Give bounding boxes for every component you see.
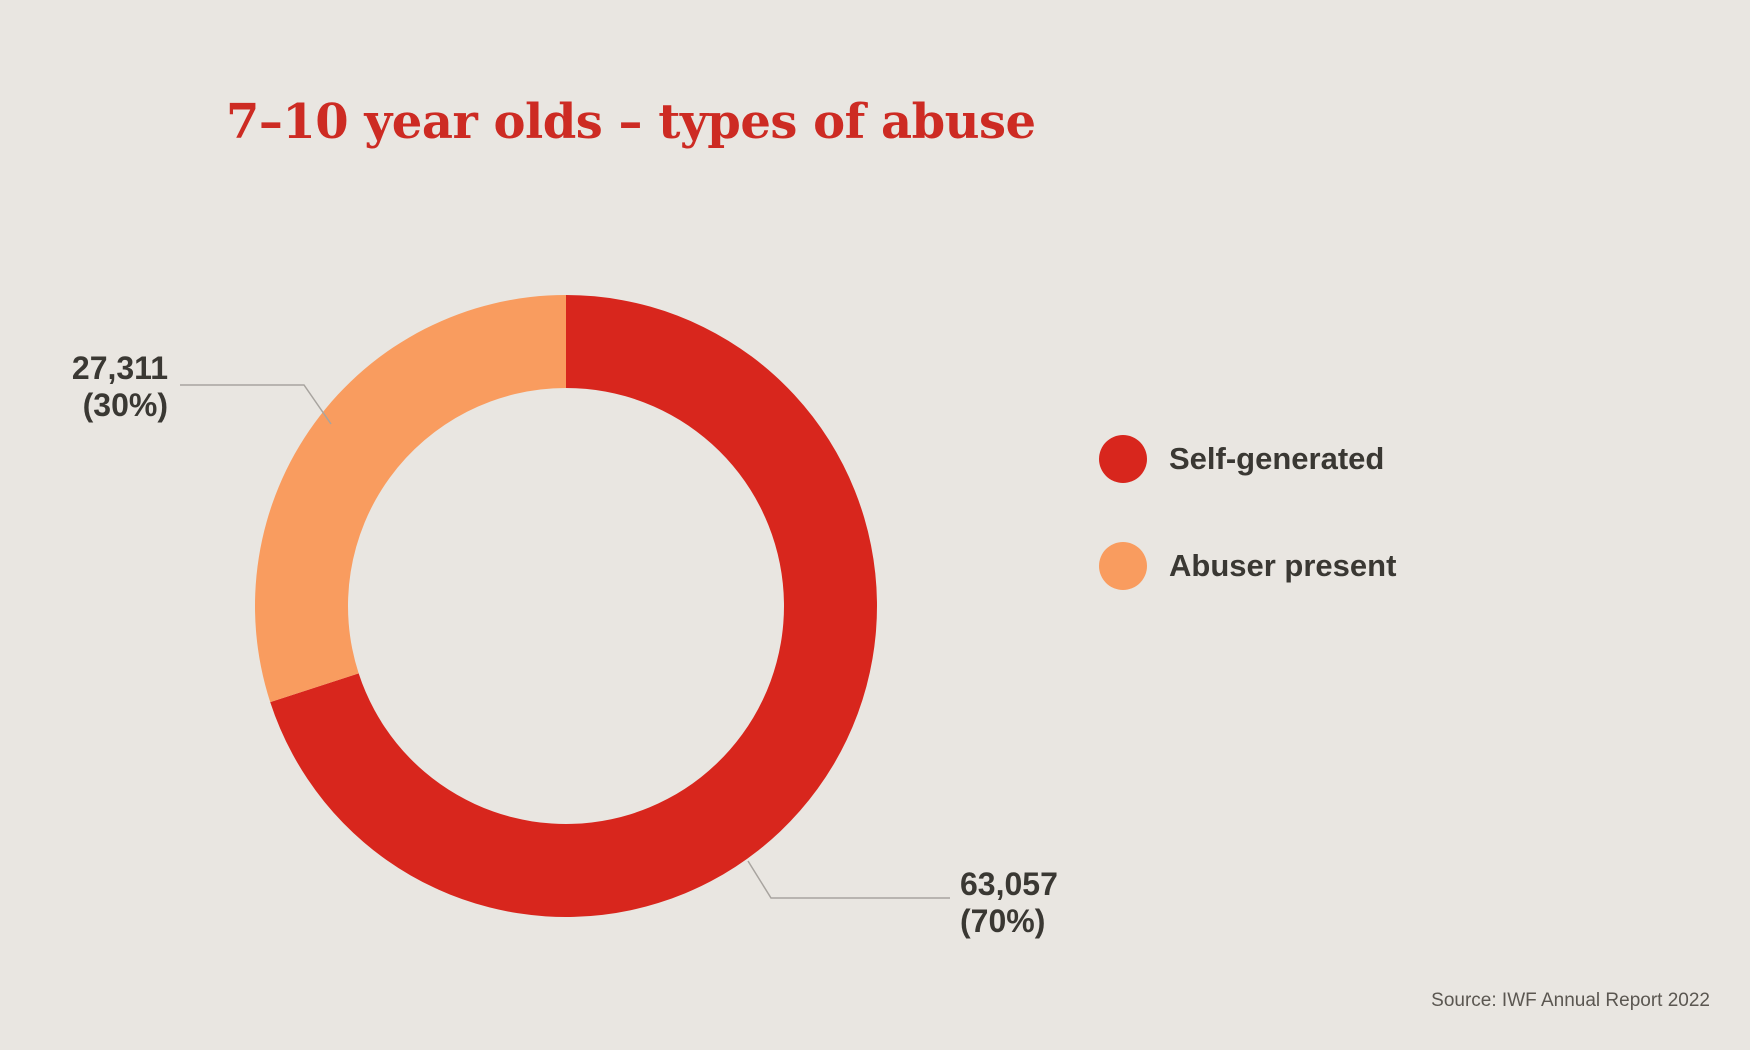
callout-abuser-present: 27,311 (30%) bbox=[38, 350, 168, 424]
donut-chart bbox=[254, 295, 878, 917]
legend-swatch-abuser-present-icon bbox=[1099, 542, 1147, 590]
callout-self-generated-value: 63,057 bbox=[960, 866, 1058, 902]
callout-abuser-present-percent: (30%) bbox=[82, 387, 168, 423]
callout-abuser-present-value: 27,311 bbox=[71, 350, 168, 386]
donut-segment-abuser-present bbox=[254, 295, 566, 703]
chart-title: 7–10 year olds – types of abuse bbox=[226, 94, 1036, 151]
donut-segment-self-generated bbox=[270, 295, 878, 917]
callout-self-generated-percent: (70%) bbox=[960, 903, 1046, 939]
legend-item-abuser-present: Abuser present bbox=[1099, 542, 1396, 590]
legend: Self-generated Abuser present bbox=[1099, 435, 1396, 649]
legend-swatch-self-generated-icon bbox=[1099, 435, 1147, 483]
callout-self-generated: 63,057 (70%) bbox=[960, 866, 1058, 940]
source-attribution: Source: IWF Annual Report 2022 bbox=[1431, 990, 1710, 1011]
legend-label-self-generated: Self-generated bbox=[1169, 441, 1385, 476]
legend-label-abuser-present: Abuser present bbox=[1169, 548, 1397, 583]
legend-item-self-generated: Self-generated bbox=[1099, 435, 1396, 483]
